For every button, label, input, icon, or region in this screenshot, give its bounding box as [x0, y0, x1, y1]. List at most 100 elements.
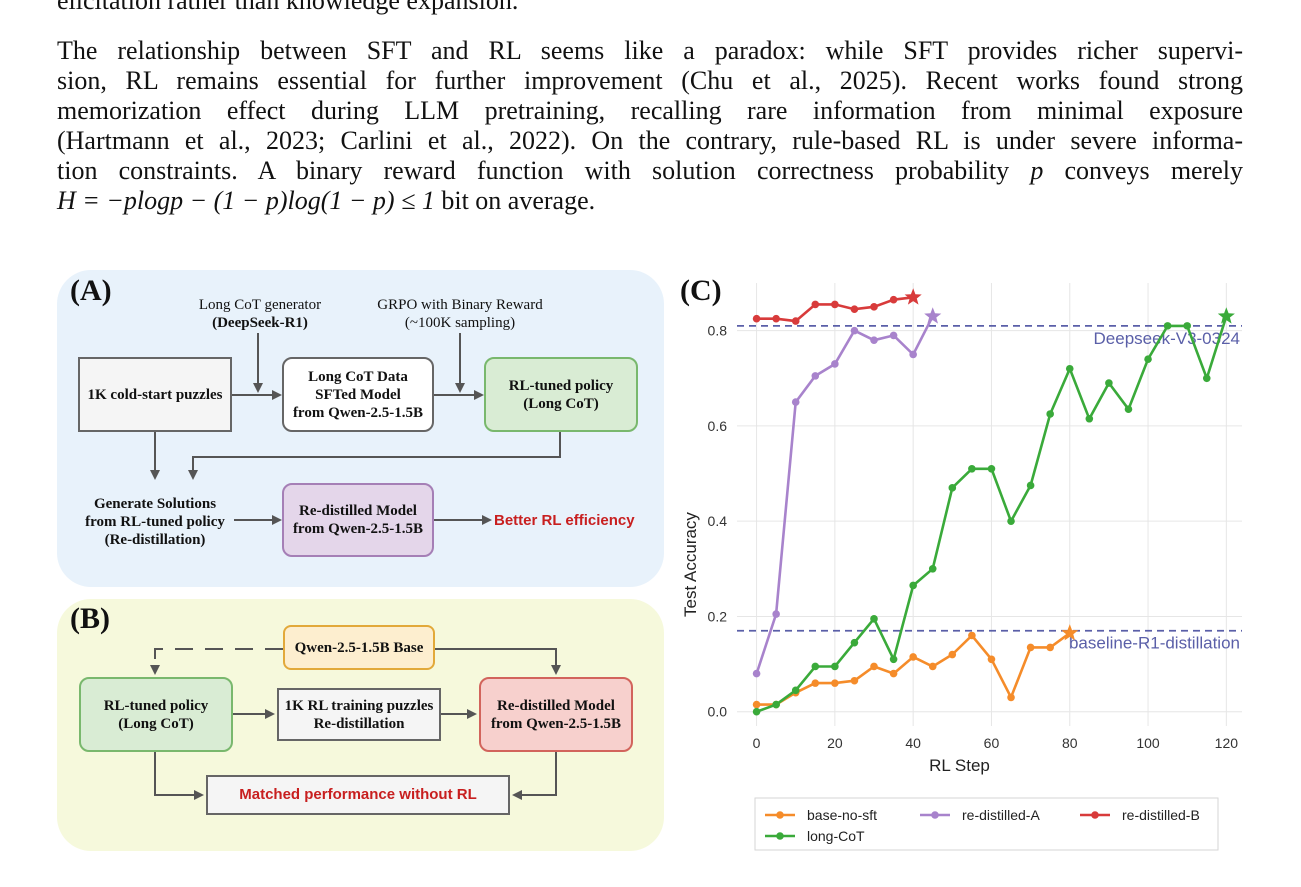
data-point: [928, 662, 937, 671]
base-model-box: Qwen-2.5-1.5B Base: [283, 625, 435, 670]
x-axis-label: RL Step: [929, 756, 990, 775]
x-tick-label: 60: [984, 735, 1000, 751]
data-point: [850, 305, 859, 313]
legend-entry: long-CoT: [807, 828, 865, 844]
panel-a-label: (A): [70, 274, 112, 307]
series-end-star: [904, 288, 922, 305]
preceding-text-fragment: elicitation rather than knowledge expans…: [57, 0, 519, 15]
sft-line: from Qwen-2.5-1.5B: [292, 404, 424, 421]
data-point: [1124, 405, 1133, 414]
data-point: [1105, 379, 1113, 387]
paragraph-line: sion, RL remains essential for further i…: [57, 66, 1243, 95]
redistilled-line: from Qwen-2.5-1.5B: [292, 521, 424, 537]
cold-start-label: 1K cold-start puzzles: [87, 386, 223, 403]
data-point: [831, 679, 839, 687]
redistilled-b-box: Re-distilled Model from Qwen-2.5-1.5B: [479, 677, 633, 752]
data-point: [889, 655, 898, 664]
paragraph-line-text: tion constraints. A binary reward functi…: [57, 156, 1010, 185]
x-tick-label: 0: [753, 735, 761, 751]
paragraph-line-end: bit on average.: [441, 186, 596, 215]
x-tick-label: 40: [905, 735, 921, 751]
paragraph-line: (Hartmann et al., 2023; Carlini et al., …: [57, 126, 1243, 155]
legend-marker: [776, 832, 784, 840]
data-point: [752, 700, 761, 709]
body-paragraph: The relationship between SFT and RL seem…: [57, 36, 1243, 216]
data-point: [811, 300, 820, 309]
base-label: Qwen-2.5-1.5B Base: [294, 639, 424, 656]
data-point: [987, 464, 996, 473]
data-point: [1007, 693, 1015, 702]
y-axis-label: Test Accuracy: [681, 512, 700, 617]
data-point: [1026, 481, 1035, 490]
data-point: [1046, 643, 1054, 652]
data-point: [968, 631, 976, 640]
data-point: [831, 360, 839, 368]
panel-c-label: (C): [680, 274, 722, 307]
data-point: [1046, 410, 1054, 418]
generator-name: (DeepSeek-R1): [212, 315, 308, 331]
better-rl-efficiency-label: Better RL efficiency: [494, 512, 635, 529]
data-point: [772, 314, 780, 323]
gen-line: from RL-tuned policy: [85, 514, 225, 530]
sft-line: Long CoT Data: [308, 368, 408, 385]
data-point: [752, 707, 761, 716]
sft-model-box: Long CoT Data SFTed Model from Qwen-2.5-…: [282, 357, 434, 432]
math-p: p: [1030, 156, 1044, 185]
data-point: [909, 653, 917, 661]
matched-performance-box: Matched performance without RL: [206, 775, 510, 815]
data-point: [1202, 374, 1211, 383]
grpo-note: GRPO with Binary Reward (~100K sampling): [360, 296, 560, 332]
data-point: [791, 398, 800, 406]
data-point: [928, 565, 937, 573]
data-point: [870, 662, 878, 671]
y-tick-label: 0.4: [708, 513, 728, 529]
data-point: [850, 676, 859, 685]
rl-policy-b-box: RL-tuned policy (Long CoT): [79, 677, 233, 752]
data-point: [1144, 355, 1152, 364]
data-point: [811, 679, 820, 687]
rl-b-line: RL-tuned policy: [103, 697, 209, 714]
data-point: [1065, 364, 1074, 373]
paragraph-line-end: conveys merely: [1064, 156, 1244, 185]
train-line: Re-distillation: [313, 715, 405, 732]
grpo-subtitle: (~100K sampling): [404, 315, 516, 331]
reference-line-label: Deepseek-V3-0324: [1094, 329, 1240, 348]
paragraph-line: The relationship between SFT and RL seem…: [57, 36, 1243, 65]
rl-b-line: (Long CoT): [118, 715, 194, 732]
legend-entry: base-no-sft: [807, 807, 877, 823]
paragraph-line: tion constraints. A binary reward functi…: [57, 156, 1243, 186]
redist-b-line: from Qwen-2.5-1.5B: [490, 715, 622, 732]
entropy-formula: H = −plogp − (1 − p)log(1 − p) ≤ 1: [57, 186, 435, 215]
data-point: [909, 350, 917, 359]
rl-line: (Long CoT): [523, 395, 599, 412]
data-point: [752, 314, 761, 323]
gen-line: Generate Solutions: [93, 496, 217, 512]
data-point: [870, 303, 878, 311]
data-point: [889, 331, 898, 340]
legend-marker: [1091, 811, 1099, 819]
data-point: [948, 484, 957, 492]
panel-b-label: (B): [70, 602, 110, 635]
data-point: [811, 662, 820, 671]
series-end-star: [1061, 624, 1079, 641]
redist-b-line: Re-distilled Model: [497, 697, 615, 714]
plot-area: [737, 283, 1242, 726]
data-point: [850, 638, 859, 647]
data-point: [1026, 643, 1035, 652]
paragraph-line: H = −plogp − (1 − p)log(1 − p) ≤ 1 bit o…: [57, 186, 1243, 216]
data-point: [1085, 414, 1094, 423]
legend-marker: [776, 811, 784, 819]
y-tick-label: 0.2: [708, 608, 728, 624]
data-point: [831, 662, 839, 671]
train-line: 1K RL training puzzles: [284, 697, 434, 714]
generator-note: Long CoT generator (DeepSeek-R1): [170, 296, 350, 332]
series-end-star: [1217, 307, 1235, 324]
arrow: [154, 752, 204, 800]
data-point: [889, 295, 898, 304]
data-point: [772, 610, 780, 618]
data-point: [870, 336, 878, 344]
data-point: [791, 317, 800, 325]
data-point: [850, 326, 859, 335]
